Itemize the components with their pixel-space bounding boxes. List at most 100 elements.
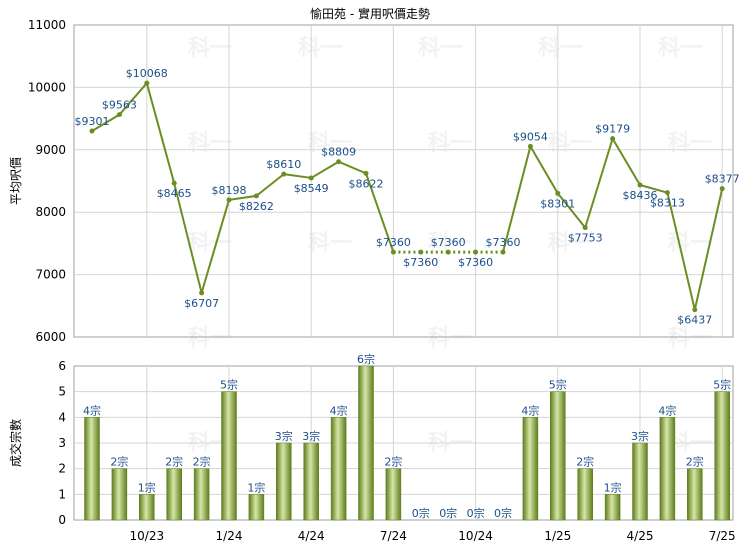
x-tick-label: 1/25 xyxy=(544,529,571,543)
price-line-segment xyxy=(91,113,120,132)
volume-bar xyxy=(111,468,128,521)
price-point xyxy=(144,80,150,86)
volume-bar-label: 1宗 xyxy=(138,480,156,494)
price-line-segment xyxy=(611,138,641,186)
price-data-label: $8262 xyxy=(239,200,274,213)
chart-title: 愉田苑 - 實用呎價走勢 xyxy=(310,6,430,21)
watermark-text: 科一 xyxy=(428,326,472,351)
price-data-label: $9563 xyxy=(102,99,137,112)
volume-bar-label: 2宗 xyxy=(193,455,211,469)
price-point xyxy=(336,159,342,165)
price-y-tick: 9000 xyxy=(35,143,66,157)
price-plot-frame xyxy=(73,24,734,338)
price-data-label: $7360 xyxy=(458,256,493,269)
x-tick-label: 7/25 xyxy=(709,529,736,543)
price-point xyxy=(89,128,95,134)
price-line-segment xyxy=(145,82,176,184)
watermark-text: 科一 xyxy=(538,36,582,61)
price-line-segment xyxy=(310,160,340,179)
volume-y-tick: 1 xyxy=(58,487,66,501)
price-point xyxy=(637,182,643,188)
volume-bar-label: 5宗 xyxy=(713,378,731,392)
price-data-label: $7753 xyxy=(568,232,603,245)
volume-bar-label: 3宗 xyxy=(631,429,649,443)
price-data-label: $7360 xyxy=(486,236,521,249)
price-y-tick: 11000 xyxy=(28,18,66,32)
volume-y-tick: 4 xyxy=(58,410,66,424)
volume-bar-label: 4宗 xyxy=(83,403,101,417)
volume-bar-label: 2宗 xyxy=(384,455,402,469)
x-tick-label: 4/24 xyxy=(298,529,325,543)
price-line-segment xyxy=(338,160,367,175)
price-point xyxy=(281,171,287,177)
price-point xyxy=(253,193,259,199)
price-point xyxy=(692,307,698,313)
price-point xyxy=(610,136,616,142)
price-line-segment xyxy=(200,199,230,294)
watermark-text: 科一 xyxy=(418,36,462,61)
price-point xyxy=(527,143,533,149)
volume-bar-label: 2宗 xyxy=(165,455,183,469)
volume-bar-label: 4宗 xyxy=(330,403,348,417)
volume-bar-label: 6宗 xyxy=(357,352,375,366)
volume-bar xyxy=(193,468,210,521)
price-point xyxy=(199,290,205,296)
volume-y-tick: 6 xyxy=(58,359,66,373)
watermark-text: 科一 xyxy=(658,36,702,61)
price-point xyxy=(473,249,479,255)
price-line-segment xyxy=(557,192,586,229)
x-tick-label: 1/24 xyxy=(216,529,243,543)
watermark-text: 科一 xyxy=(308,231,352,256)
volume-y-tick: 3 xyxy=(58,436,66,450)
price-data-label: $8313 xyxy=(650,197,685,210)
volume-bar xyxy=(276,442,292,521)
price-data-label: $8198 xyxy=(212,184,247,197)
volume-bar-label: 0宗 xyxy=(412,506,430,520)
price-data-label: $10068 xyxy=(126,67,168,80)
watermark-text: 科一 xyxy=(188,131,232,156)
price-data-label: $8809 xyxy=(321,146,356,159)
volume-bar-label: 0宗 xyxy=(494,506,512,520)
price-line-segment xyxy=(228,194,257,201)
watermark-text: 科一 xyxy=(668,231,712,256)
volume-bar xyxy=(221,391,237,521)
price-line-segment xyxy=(502,146,532,253)
volume-y-tick: 5 xyxy=(58,385,66,399)
price-data-label: $8436 xyxy=(623,189,658,202)
volume-bar-label: 5宗 xyxy=(549,378,567,392)
volume-y-tick: 0 xyxy=(58,513,66,527)
watermark-text: 科一 xyxy=(188,326,232,351)
watermark-text: 科一 xyxy=(668,326,712,351)
price-data-label: $6437 xyxy=(677,314,712,327)
price-data-label: $7360 xyxy=(431,236,466,249)
price-data-label: $8622 xyxy=(349,177,384,190)
x-tick-label: 10/23 xyxy=(130,529,165,543)
price-data-label: $8377 xyxy=(705,173,740,186)
volume-bar xyxy=(139,494,155,521)
watermark-text: 科一 xyxy=(298,36,342,61)
volume-bar-label: 5宗 xyxy=(220,378,238,392)
price-point xyxy=(555,190,561,196)
watermark-text: 科一 xyxy=(668,131,712,156)
price-data-label: $6707 xyxy=(184,297,219,310)
volume-bar xyxy=(632,442,648,521)
price-point xyxy=(116,112,122,118)
price-point xyxy=(445,249,451,255)
volume-bar-label: 3宗 xyxy=(275,429,293,443)
volume-bar xyxy=(604,494,621,521)
volume-bar xyxy=(358,365,374,521)
price-line-segment xyxy=(365,173,395,253)
price-data-label: $8465 xyxy=(157,187,192,200)
price-y-tick: 8000 xyxy=(35,205,66,219)
volume-bar-label: 0宗 xyxy=(467,506,485,520)
price-point xyxy=(500,249,506,255)
price-line-segment xyxy=(584,138,614,228)
watermark-text: 科一 xyxy=(188,231,232,256)
price-point xyxy=(226,197,232,203)
watermark-text: 科一 xyxy=(548,231,592,256)
price-line-segment xyxy=(639,184,668,194)
volume-bar xyxy=(330,417,347,521)
price-point xyxy=(719,186,725,192)
volume-bar-label: 2宗 xyxy=(110,455,128,469)
